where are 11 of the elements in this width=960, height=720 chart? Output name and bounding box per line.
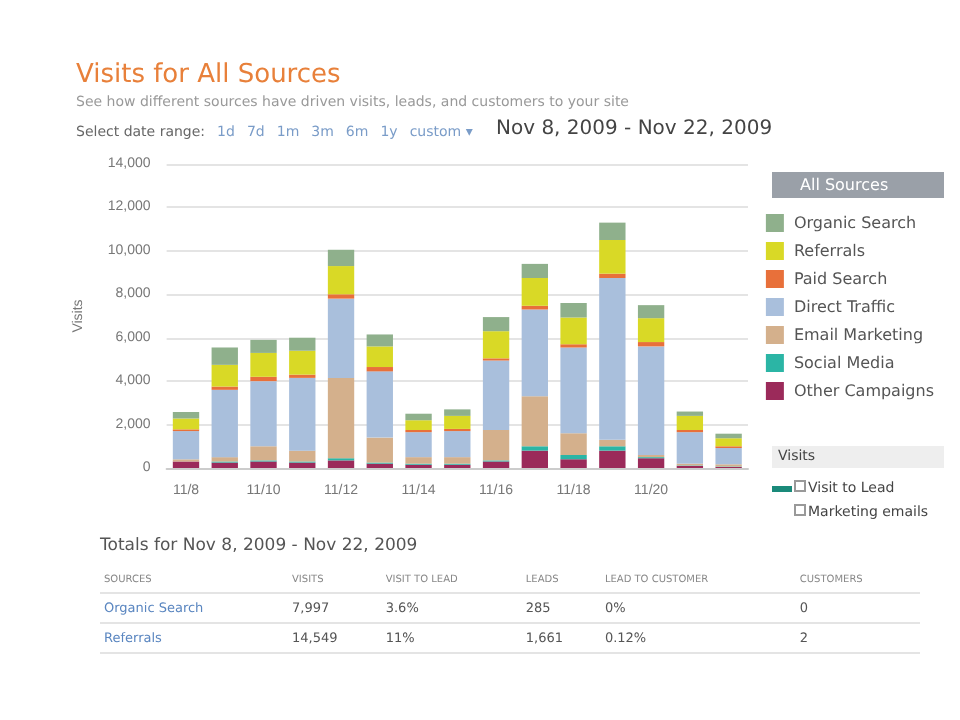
chart-title: Visits for All Sources [76, 60, 341, 90]
legend-label: Social Media [793, 354, 895, 372]
legend-title: All Sources [772, 172, 944, 198]
legend-label: Referrals [793, 242, 866, 260]
text: Nov 8, 2009 - Nov 22, 2009 [496, 118, 773, 140]
legend-label: Organic Search [793, 214, 917, 232]
legend-label: Email Marketing [793, 326, 924, 344]
text: Totals for Nov 8, 2009 - Nov 22, 2009 [100, 536, 418, 556]
legend-label: Other Campaigns [793, 382, 935, 400]
legend-label: Paid Search [793, 270, 888, 288]
legend-label: Direct Traffic [793, 298, 895, 316]
